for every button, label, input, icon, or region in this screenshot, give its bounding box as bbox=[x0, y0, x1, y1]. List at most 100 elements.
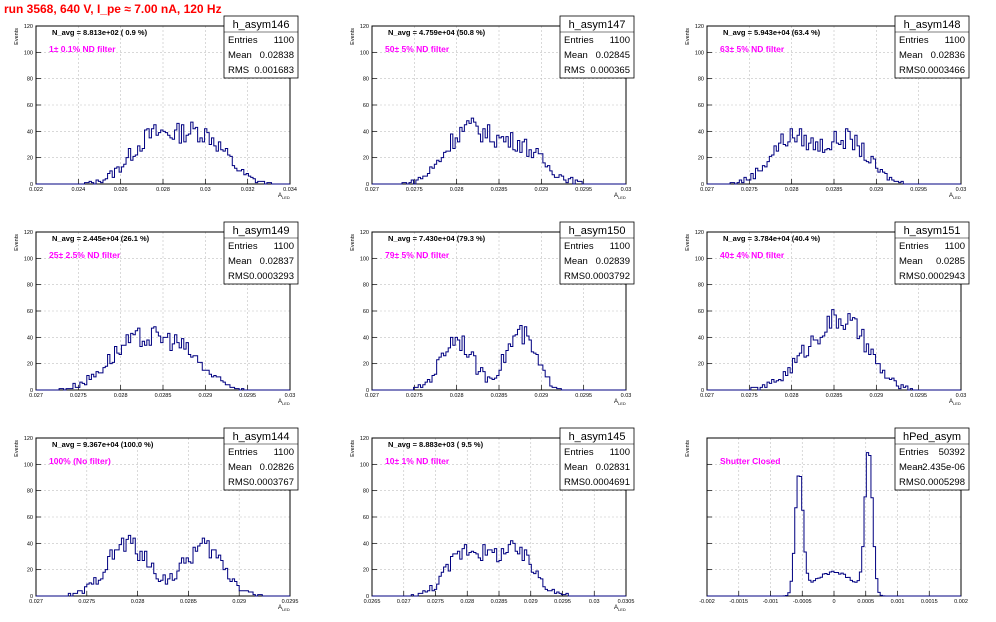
x-tick-label: 0.029 bbox=[232, 599, 246, 605]
stats-value: 0.0285 bbox=[936, 256, 965, 267]
y-tick-label: 40 bbox=[27, 129, 33, 135]
y-axis-label: Events bbox=[350, 234, 356, 251]
stats-value: 50392 bbox=[939, 447, 965, 458]
histogram-name: h_asym148 bbox=[904, 19, 961, 31]
stats-label: Mean bbox=[228, 462, 252, 473]
y-tick-label: 40 bbox=[698, 129, 704, 135]
stats-label: Mean bbox=[899, 50, 923, 61]
stats-label: Entries bbox=[564, 447, 594, 458]
x-tick-label: 0.0275 bbox=[741, 187, 758, 193]
x-axis-label: ALED bbox=[614, 193, 626, 200]
y-tick-label: 120 bbox=[360, 436, 369, 442]
stats-value: 0.02831 bbox=[596, 462, 630, 473]
stats-value: 1100 bbox=[945, 35, 965, 46]
x-tick-label: 0.028 bbox=[450, 393, 464, 399]
x-tick-label: 0.03 bbox=[956, 393, 967, 399]
y-axis-label: Events bbox=[14, 440, 20, 457]
x-tick-label: 0.029 bbox=[534, 187, 548, 193]
stats-label: Mean bbox=[228, 256, 252, 267]
x-axis-label: ALED bbox=[949, 399, 961, 406]
x-tick-label: 0.0295 bbox=[554, 599, 571, 605]
x-tick-label: 0.0295 bbox=[282, 599, 299, 605]
filter-note: 1± 0.1% ND filter bbox=[49, 44, 116, 54]
x-tick-label: 0.0015 bbox=[921, 599, 938, 605]
stats-label: Mean bbox=[228, 50, 252, 61]
x-tick-label: 0.027 bbox=[397, 599, 411, 605]
y-tick-label: 20 bbox=[27, 362, 33, 368]
y-tick-label: 60 bbox=[698, 309, 704, 315]
x-tick-label: 0.022 bbox=[29, 187, 43, 193]
stats-value: -2.435e-06 bbox=[919, 462, 965, 473]
y-tick-label: 40 bbox=[363, 541, 369, 547]
x-tick-label: 0.0285 bbox=[491, 393, 508, 399]
histogram-name: h_asym150 bbox=[569, 225, 626, 237]
histogram-name: h_asym145 bbox=[569, 431, 626, 443]
y-tick-label: 80 bbox=[698, 77, 704, 83]
navg-label: N_avg = 8.883e+03 ( 9.5 %) bbox=[388, 440, 484, 449]
stats-value: 0.001683 bbox=[254, 65, 294, 76]
y-tick-label: 20 bbox=[363, 568, 369, 574]
stats-label: Mean bbox=[564, 50, 588, 61]
y-tick-label: 100 bbox=[360, 256, 369, 262]
stats-value: 1100 bbox=[610, 241, 630, 252]
x-tick-label: 0.029 bbox=[524, 599, 538, 605]
x-tick-label: 0.0275 bbox=[406, 187, 423, 193]
x-tick-label: 0.0285 bbox=[491, 599, 508, 605]
x-tick-label: 0.0295 bbox=[239, 393, 256, 399]
y-tick-label: 120 bbox=[360, 230, 369, 236]
y-tick-label: 60 bbox=[27, 309, 33, 315]
histogram-line bbox=[36, 534, 290, 597]
navg-label: N_avg = 3.784e+04 (40.4 %) bbox=[723, 234, 821, 243]
x-tick-label: 0.0275 bbox=[741, 393, 758, 399]
x-tick-label: 0.024 bbox=[71, 187, 85, 193]
navg-label: N_avg = 8.813e+02 ( 0.9 %) bbox=[52, 28, 148, 37]
x-tick-label: 0.027 bbox=[29, 599, 43, 605]
stats-box bbox=[559, 427, 635, 491]
x-axis-label: ALED bbox=[949, 193, 961, 200]
y-tick-label: 80 bbox=[27, 283, 33, 289]
y-tick-label: 20 bbox=[363, 156, 369, 162]
stats-value: 0.02838 bbox=[260, 50, 294, 61]
x-tick-label: 0.03 bbox=[621, 393, 632, 399]
histogram-name: hPed_asym bbox=[903, 431, 961, 443]
stats-box bbox=[223, 221, 299, 285]
stats-label: RMS bbox=[228, 271, 249, 282]
stats-value: 1100 bbox=[274, 35, 294, 46]
navg-label: N_avg = 4.759e+04 (50.8 %) bbox=[388, 28, 486, 37]
stats-label: RMS bbox=[228, 65, 249, 76]
y-tick-label: 80 bbox=[363, 283, 369, 289]
y-tick-label: 0 bbox=[366, 388, 369, 394]
x-tick-label: 0.028 bbox=[131, 599, 145, 605]
x-tick-label: 0.027 bbox=[365, 187, 379, 193]
stats-box bbox=[894, 221, 970, 285]
x-tick-label: 0.0285 bbox=[155, 393, 172, 399]
x-axis-label: ALED bbox=[278, 193, 290, 200]
y-tick-label: 40 bbox=[698, 335, 704, 341]
x-tick-label: 0.0285 bbox=[491, 187, 508, 193]
navg-label: N_avg = 9.367e+04 (100.0 %) bbox=[52, 440, 154, 449]
y-tick-label: 100 bbox=[24, 462, 33, 468]
x-tick-label: 0.03 bbox=[956, 187, 967, 193]
x-tick-label: 0.0305 bbox=[618, 599, 635, 605]
stats-value: 0.0003293 bbox=[249, 271, 294, 282]
y-axis-label: Events bbox=[685, 28, 691, 45]
x-tick-label: 0.0285 bbox=[826, 187, 843, 193]
x-tick-label: 0.027 bbox=[700, 187, 714, 193]
filter-note: 63± 5% ND filter bbox=[720, 44, 785, 54]
y-axis-label: Events bbox=[350, 440, 356, 457]
histogram-panel-hPed_asym: -0.002 -0.0015 -0.001 -0.0005 0 0.0005 0.001 0.… bbox=[685, 427, 970, 605]
stats-value: 0.0004691 bbox=[585, 477, 630, 488]
x-tick-label: 0.0005 bbox=[857, 599, 874, 605]
histogram-line bbox=[372, 117, 626, 185]
x-tick-label: 0.028 bbox=[114, 393, 128, 399]
y-tick-label: 0 bbox=[30, 388, 33, 394]
stats-label: Entries bbox=[228, 35, 258, 46]
x-tick-label: 0.002 bbox=[954, 599, 968, 605]
stats-label: Mean bbox=[899, 256, 923, 267]
y-tick-label: 20 bbox=[27, 568, 33, 574]
x-tick-label: 0.029 bbox=[534, 393, 548, 399]
y-tick-label: 60 bbox=[363, 515, 369, 521]
histogram-line bbox=[36, 121, 290, 185]
filter-note: Shutter Closed bbox=[720, 456, 780, 466]
filter-note: 100% (No filter) bbox=[49, 456, 111, 466]
